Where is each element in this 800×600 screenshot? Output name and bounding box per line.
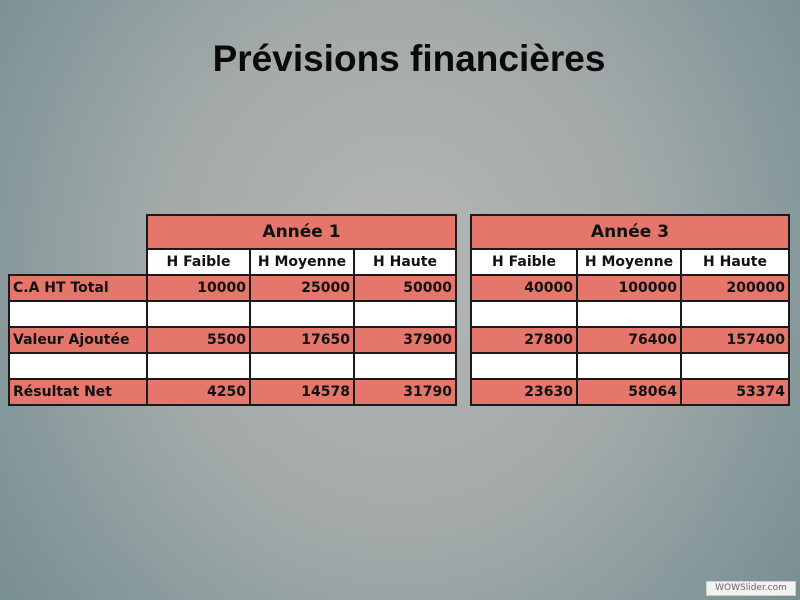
- table-cell: [680, 352, 790, 380]
- table-cell: 25000: [249, 274, 355, 302]
- table-cell: 37900: [353, 326, 457, 354]
- table-row-spacer: [470, 352, 790, 380]
- table-row: 23630 58064 53374: [470, 378, 790, 406]
- empty-corner-cell: [9, 215, 147, 249]
- table-cell: [576, 352, 682, 380]
- table-cell: 5500: [146, 326, 251, 354]
- table-cell: [8, 300, 148, 328]
- year-header: Année 1: [146, 214, 457, 250]
- forecast-table-year-1: Année 1 H Faible H Moyenne H Haute C.A H…: [8, 214, 457, 406]
- table-cell: 10000: [146, 274, 251, 302]
- year-header: Année 3: [470, 214, 790, 250]
- table-cell: 50000: [353, 274, 457, 302]
- table-cell: [353, 300, 457, 328]
- table-cell: 40000: [470, 274, 578, 302]
- table-row-spacer: [470, 300, 790, 328]
- table-cell: 53374: [680, 378, 790, 406]
- watermark-badge[interactable]: WOWSlider.com: [706, 581, 796, 596]
- table-row: C.A HT Total 10000 25000 50000: [8, 274, 457, 302]
- table-cell: 58064: [576, 378, 682, 406]
- table-cell: [146, 352, 251, 380]
- table-cell: [680, 300, 790, 328]
- table-row: Résultat Net 4250 14578 31790: [8, 378, 457, 406]
- forecast-table-year-3: Année 3 H Faible H Moyenne H Haute 40000…: [470, 214, 790, 406]
- table-cell: [470, 352, 578, 380]
- table-cell: [353, 352, 457, 380]
- row-label: Valeur Ajoutée: [8, 326, 148, 354]
- table-cell: [8, 352, 148, 380]
- column-header-low: H Faible: [470, 248, 578, 276]
- column-header-high: H Haute: [680, 248, 790, 276]
- table-cell: [576, 300, 682, 328]
- table-cell: 23630: [470, 378, 578, 406]
- column-header-medium: H Moyenne: [576, 248, 682, 276]
- table-cell: [249, 352, 355, 380]
- table-cell: 157400: [680, 326, 790, 354]
- table-row-spacer: [8, 300, 457, 328]
- slide-title: Prévisions financières: [212, 38, 606, 79]
- table-row: 40000 100000 200000: [470, 274, 790, 302]
- table-cell: [249, 300, 355, 328]
- table-cell: [146, 300, 251, 328]
- table-cell: 27800: [470, 326, 578, 354]
- table-row: Valeur Ajoutée 5500 17650 37900: [8, 326, 457, 354]
- table-cell: [470, 300, 578, 328]
- table-row: 27800 76400 157400: [470, 326, 790, 354]
- row-label: C.A HT Total: [8, 274, 148, 302]
- column-header-high: H Haute: [353, 248, 457, 276]
- column-header-low: H Faible: [146, 248, 251, 276]
- table-cell: 200000: [680, 274, 790, 302]
- column-header-medium: H Moyenne: [249, 248, 355, 276]
- table-cell: 14578: [249, 378, 355, 406]
- empty-corner-cell: [9, 249, 147, 275]
- table-cell: 17650: [249, 326, 355, 354]
- table-cell: 4250: [146, 378, 251, 406]
- table-cell: 100000: [576, 274, 682, 302]
- table-cell: 31790: [353, 378, 457, 406]
- table-cell: 76400: [576, 326, 682, 354]
- table-row-spacer: [8, 352, 457, 380]
- row-label: Résultat Net: [8, 378, 148, 406]
